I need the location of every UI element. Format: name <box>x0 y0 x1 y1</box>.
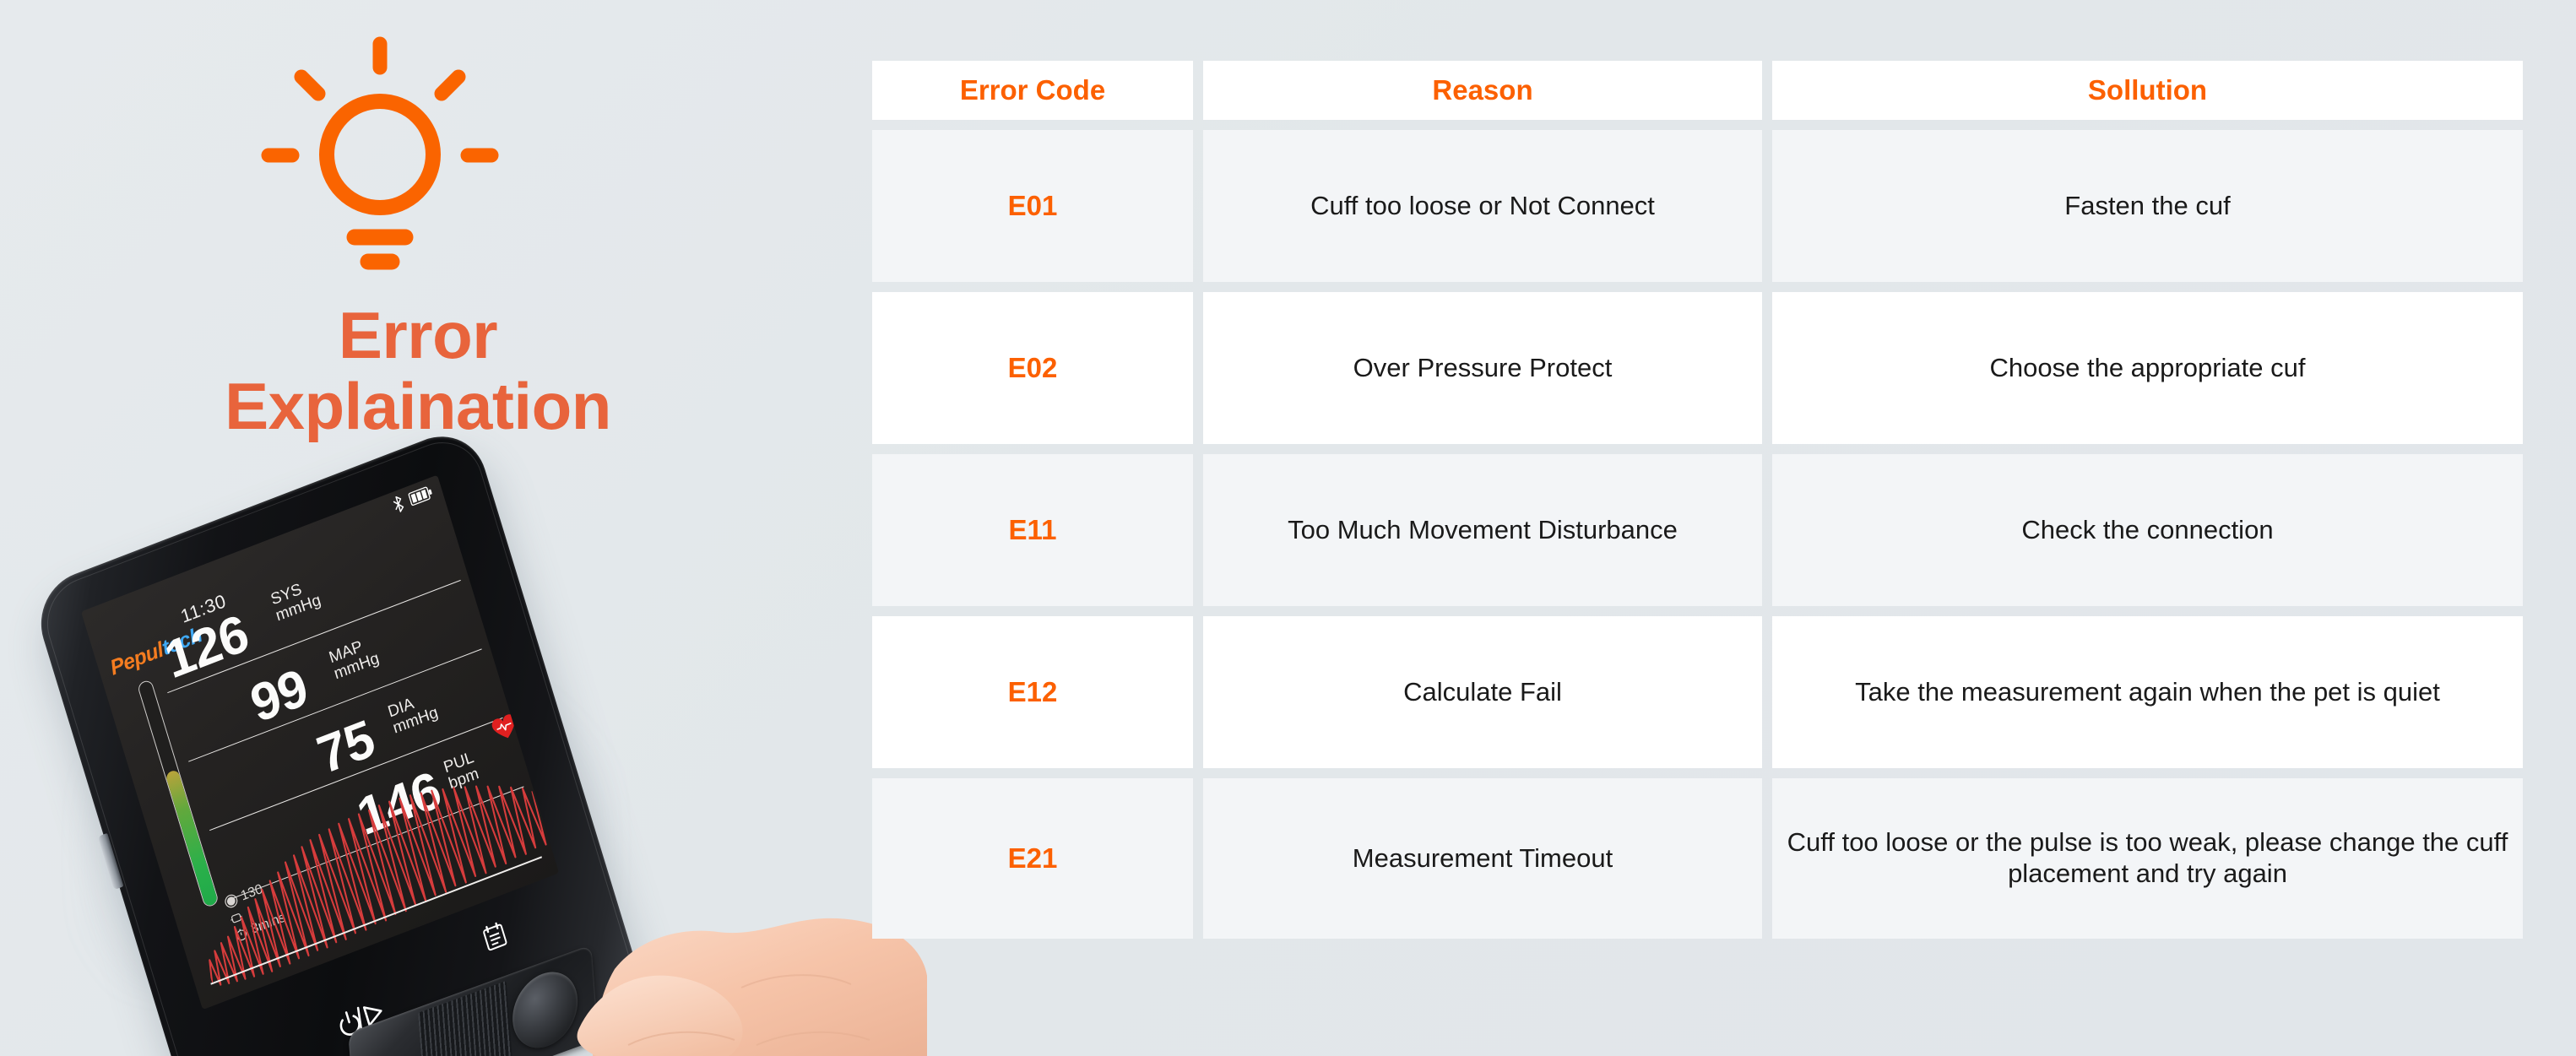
cell-solution: Fasten the cuf <box>1772 130 2523 282</box>
bluetooth-icon <box>393 496 404 512</box>
cell-error-code: E11 <box>872 454 1193 606</box>
cell-solution: Check the connection <box>1772 454 2523 606</box>
cell-error-code: E02 <box>872 292 1193 444</box>
cell-solution: Cuff too loose or the pulse is too weak,… <box>1772 778 2523 939</box>
cell-error-code: E21 <box>872 778 1193 939</box>
table-header-row: Error Code Reason Sollution <box>872 61 2523 120</box>
device-status-bar <box>391 484 435 515</box>
cell-reason: Measurement Timeout <box>1203 778 1762 939</box>
table-row: E11 Too Much Movement Disturbance Check … <box>872 454 2523 606</box>
cell-reason: Calculate Fail <box>1203 616 1762 768</box>
cell-error-code: E12 <box>872 616 1193 768</box>
sys-unit: SYS mmHg <box>268 576 323 625</box>
device-metrics: 126 SYS mmHg 99 MAP mmHg <box>146 512 524 900</box>
battery-icon <box>408 486 432 506</box>
device-illustration: 11:30 Pepultech 126 SYS mmHg <box>25 422 927 1056</box>
header-reason: Reason <box>1203 61 1762 120</box>
blood-pressure-monitor: 11:30 Pepultech 126 SYS mmHg <box>29 362 767 1056</box>
hand-illustration <box>577 918 927 1056</box>
device-screen: 11:30 Pepultech 126 SYS mmHg <box>80 474 560 1010</box>
hero-panel: Error Explaination <box>0 0 927 1056</box>
map-unit: MAP mmHg <box>327 634 382 684</box>
page-title-line-2: Explaination <box>225 369 611 444</box>
header-error-code: Error Code <box>872 61 1193 120</box>
table-row: E12 Calculate Fail Take the measurement … <box>872 616 2523 768</box>
memo-records-icon[interactable] <box>477 918 512 956</box>
cell-reason: Cuff too loose or Not Connect <box>1203 130 1762 282</box>
heartbeat-icon <box>491 714 515 739</box>
header-solution: Sollution <box>1772 61 2523 120</box>
cuff-icon <box>230 912 242 923</box>
cell-reason: Over Pressure Protect <box>1203 292 1762 444</box>
cell-solution: Take the measurement again when the pet … <box>1772 616 2523 768</box>
error-code-table: Error Code Reason Sollution E01 Cuff too… <box>872 61 2523 949</box>
cell-error-code: E01 <box>872 130 1193 282</box>
device-sub-info: 130 <box>222 875 289 947</box>
sub-info-pressure: 130 <box>222 875 279 914</box>
lightbulb-idea-icon <box>253 32 507 277</box>
pressure-icon <box>225 895 238 908</box>
table-row: E21 Measurement Timeout Cuff too loose o… <box>872 778 2523 939</box>
metric-row-pul: 146 PUL bpm <box>209 714 524 900</box>
cell-reason: Too Much Movement Disturbance <box>1203 454 1762 606</box>
page-title-line-1: Error <box>338 298 498 372</box>
cell-solution: Choose the appropriate cuf <box>1772 292 2523 444</box>
table-row: E02 Over Pressure Protect Choose the app… <box>872 292 2523 444</box>
page-title: Error Explaination <box>0 298 836 444</box>
dia-unit: DIA mmHg <box>386 688 440 738</box>
table-row: E01 Cuff too loose or Not Connect Fasten… <box>872 130 2523 282</box>
power-start-icon[interactable] <box>333 994 392 1042</box>
sub-info-cuff <box>228 895 282 927</box>
